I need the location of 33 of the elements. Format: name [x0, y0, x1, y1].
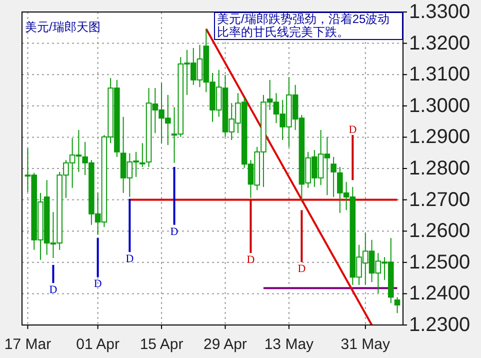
bar [352, 135, 354, 180]
y-tick-label: 1.2300 [409, 314, 470, 336]
bar [96, 238, 99, 278]
y-tick-label: 1.2900 [409, 126, 470, 148]
y-tick-label: 1.2700 [409, 188, 470, 211]
data-label: D [246, 254, 255, 266]
data-label: D [126, 253, 134, 266]
y-tick-label: 1.3200 [409, 32, 470, 54]
annotation: 美元/瑞郎跌势强劲，沿着25波动比率的甘氏线完美下跌。 [214, 12, 403, 40]
data-label: D [49, 284, 58, 296]
y-tick-label: 1.3000 [409, 94, 470, 117]
bar [250, 200, 252, 254]
y-tick-label: 1.2500 [409, 251, 470, 274]
y-tick-label: 1.2800 [409, 158, 470, 180]
x-tick-label: 13 May [264, 336, 314, 353]
y-tick-label: 1.3300 [409, 1, 470, 23]
y-tick-label: 1.3100 [409, 64, 470, 86]
data-label: D [94, 278, 102, 290]
data-label: D [298, 263, 306, 276]
y-tick-label: 1.2400 [409, 282, 470, 305]
text: 美元/瑞郎天图 [25, 19, 100, 36]
data-label: D [348, 124, 357, 136]
x-tick-label: 31 May [340, 336, 390, 353]
x-tick-label: 17 Mar [4, 336, 52, 353]
bar [173, 166, 176, 225]
x-tick-label: 29 Apr [204, 336, 247, 353]
x-tick-label: 01 Apr [76, 336, 120, 353]
bar [128, 198, 131, 252]
bar [300, 210, 303, 262]
x-tick-label: 15 Apr [140, 336, 184, 353]
bar [52, 264, 54, 284]
y-tick-label: 1.2600 [409, 220, 470, 242]
data-label: D [170, 226, 178, 238]
